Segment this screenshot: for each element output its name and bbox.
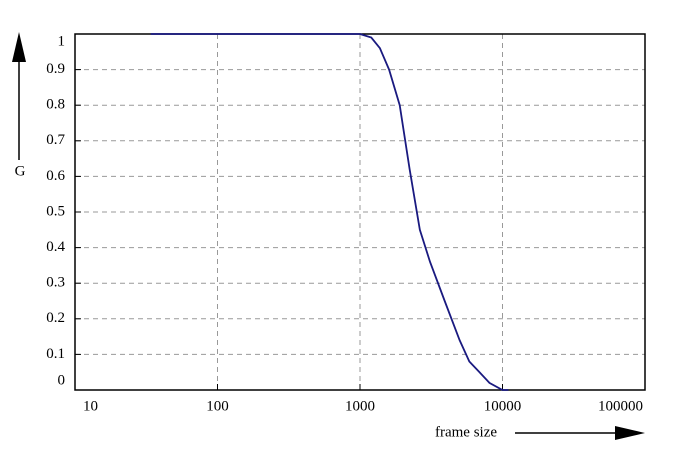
x-tick-label: 10	[83, 398, 98, 414]
y-tick-label: 0.6	[46, 168, 65, 184]
y-tick-label: 0.4	[46, 239, 65, 255]
x-axis-label: frame size	[435, 424, 497, 440]
y-tick-label: 0.1	[46, 346, 65, 362]
y-tick-label: 0.2	[46, 310, 65, 326]
x-axis-arrow-head	[615, 426, 645, 440]
x-tick-label: 1000	[345, 398, 375, 414]
y-tick-label: 0.9	[46, 61, 65, 77]
y-tick-label: 0	[58, 372, 66, 388]
y-tick-label: 0.3	[46, 275, 65, 291]
y-axis-label: G	[15, 163, 26, 179]
y-tick-label: 0.5	[46, 203, 65, 219]
y-tick-label: 1	[58, 33, 66, 49]
y-axis-arrow-head	[12, 32, 26, 62]
y-tick-label: 0.8	[46, 97, 65, 113]
data-line	[150, 33, 509, 391]
x-tick-label: 100	[206, 398, 229, 414]
x-tick-label: 100000	[598, 398, 643, 414]
y-tick-label: 0.7	[46, 132, 65, 148]
x-tick-label: 10000	[484, 398, 522, 414]
